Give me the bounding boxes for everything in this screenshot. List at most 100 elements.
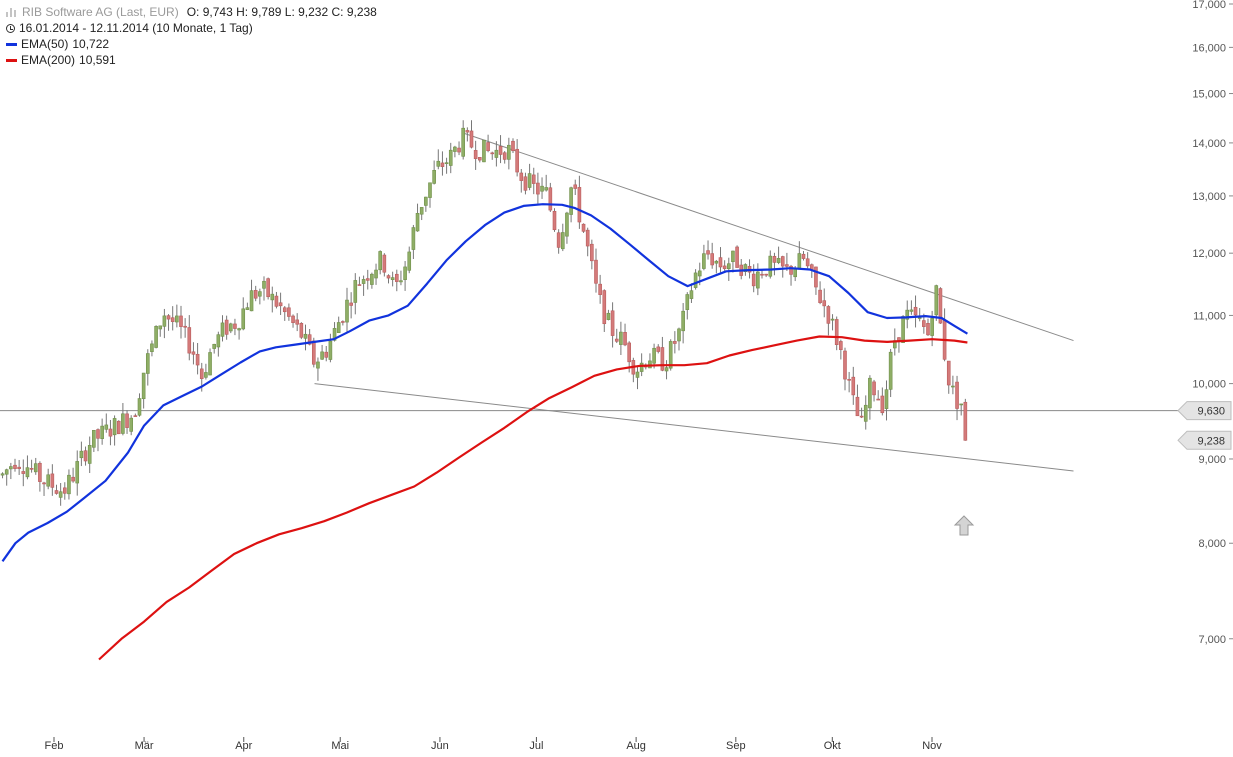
candle-body <box>125 413 129 428</box>
candlestick <box>872 379 876 402</box>
candlestick <box>121 403 125 436</box>
candle-body <box>204 372 208 378</box>
candle-body <box>930 318 934 336</box>
candle-body <box>100 425 104 439</box>
candle-body <box>560 232 565 250</box>
candle-body <box>714 260 719 264</box>
candlestick <box>963 398 968 441</box>
candle-body <box>619 331 623 345</box>
candlestick <box>241 297 246 331</box>
candle-body <box>531 174 536 184</box>
y-tick-label: 10,000 <box>1192 379 1226 391</box>
candle-body <box>50 473 55 488</box>
candle-body <box>494 149 499 158</box>
candle-body <box>253 289 258 299</box>
candle-body <box>46 474 50 487</box>
x-tick-label: Okt <box>824 740 841 752</box>
candlestick <box>689 283 694 303</box>
candle-body <box>170 317 175 322</box>
candle-body <box>780 256 785 267</box>
candle-body <box>756 271 760 289</box>
candle-body <box>830 318 835 321</box>
candlestick <box>46 468 50 490</box>
y-tick-label: 14,000 <box>1192 138 1226 150</box>
candle-body <box>440 162 445 167</box>
candle-body <box>212 343 216 349</box>
candle-body <box>92 429 96 448</box>
candlestick <box>195 342 200 375</box>
candle-body <box>614 338 619 342</box>
y-tick-label: 13,000 <box>1192 191 1226 203</box>
candle-body <box>697 270 702 277</box>
candle-body <box>735 246 739 268</box>
candlestick <box>884 380 889 421</box>
candle-body <box>872 381 876 396</box>
candle-body <box>768 255 773 277</box>
candlestick <box>764 273 768 278</box>
candle-body <box>797 253 802 269</box>
candle-body <box>648 360 652 369</box>
candle-body <box>772 256 777 263</box>
candle-body <box>457 147 461 153</box>
series-ema200 <box>98 335 968 661</box>
candlestick <box>253 285 258 302</box>
candlestick <box>552 208 557 232</box>
candle-body <box>905 309 910 320</box>
candlestick <box>843 347 847 391</box>
trendline <box>314 383 1074 472</box>
candle-body <box>548 187 553 211</box>
candlestick <box>419 207 424 221</box>
ema50-value: 10,722 <box>72 37 110 51</box>
candle-body <box>150 343 154 352</box>
candlestick <box>465 127 470 142</box>
candlestick <box>270 286 275 313</box>
candle-body <box>793 268 797 278</box>
candlestick <box>320 344 324 360</box>
candlestick <box>341 320 345 326</box>
candlestick <box>183 318 187 338</box>
candle-body <box>888 351 893 390</box>
candlestick <box>158 325 163 337</box>
candlestick <box>880 387 885 416</box>
candle-body <box>448 149 453 166</box>
candle-body <box>390 277 395 280</box>
ohlc-values: O: 9,743 H: 9,789 L: 9,232 C: 9,238 <box>186 5 377 19</box>
candlestick <box>851 366 856 405</box>
candle-body <box>96 429 100 439</box>
candlestick <box>577 175 582 229</box>
candle-body <box>681 310 685 332</box>
candlestick <box>756 263 760 296</box>
candlestick <box>540 177 544 199</box>
candlestick <box>245 302 250 311</box>
candlestick <box>942 308 947 362</box>
candlestick <box>830 314 835 331</box>
candlestick <box>137 393 142 417</box>
candle-body <box>112 418 117 436</box>
price-labels: 9,630 9,238 <box>953 401 1232 536</box>
x-tick-label: Mär <box>135 740 154 752</box>
candle-body <box>909 309 914 312</box>
candlestick <box>614 328 619 344</box>
candle-body <box>776 258 781 263</box>
candle-body <box>863 404 868 422</box>
candle-body <box>233 323 237 329</box>
candle-body <box>54 490 59 494</box>
candlestick <box>141 372 146 409</box>
candlestick <box>436 149 441 170</box>
current-price-box <box>1177 401 1232 421</box>
candlestick <box>801 251 806 261</box>
candlestick <box>635 366 640 390</box>
candlestick <box>212 343 216 354</box>
legend-range-row: 16.01.2014 - 12.11.2014 (10 Monate, 1 Ta… <box>6 20 377 36</box>
candlestick <box>249 279 254 312</box>
last-price-box <box>1177 430 1232 450</box>
candle-body <box>731 250 735 263</box>
candlestick <box>681 303 685 344</box>
candlestick <box>490 151 495 160</box>
candlestick <box>216 331 221 357</box>
candle-body <box>270 293 275 301</box>
ema-lines <box>1 203 968 661</box>
candlestick <box>469 120 474 149</box>
candlestick <box>959 403 963 416</box>
candlestick <box>9 462 13 480</box>
